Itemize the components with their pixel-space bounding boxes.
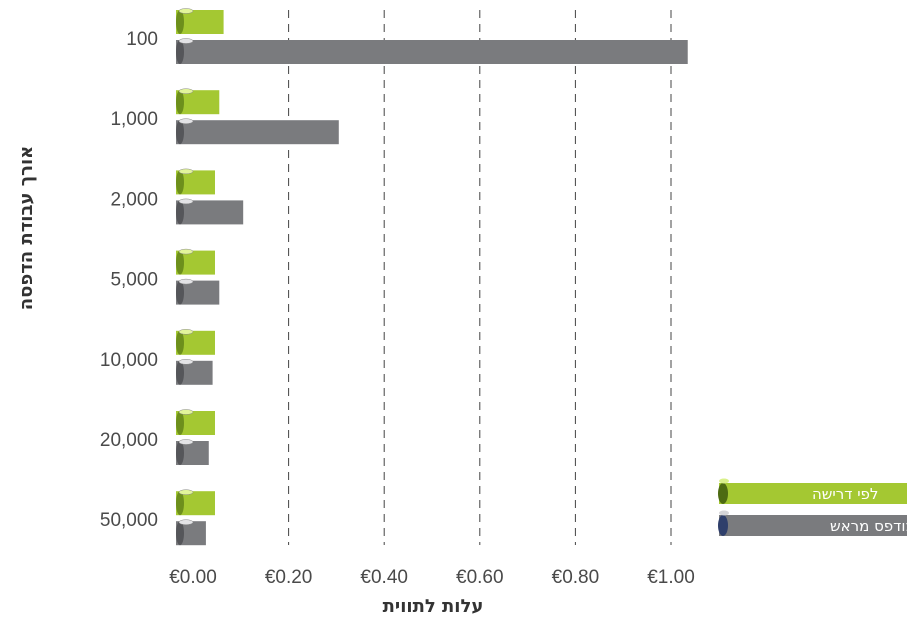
x-tick-label: €0.40: [360, 567, 408, 588]
y-tick-label: 1,000: [110, 109, 158, 130]
legend-label-on-demand: לפי דרישה: [812, 485, 878, 503]
legend-roll-top-preprinted: [719, 510, 729, 516]
bar-roll-cap: [176, 250, 184, 275]
legend-roll-cap-on-demand: [718, 483, 728, 504]
bar-roll-top: [178, 248, 194, 255]
bar-on-demand: [176, 329, 215, 355]
bar-roll-top: [178, 409, 194, 415]
bar-body: [176, 200, 244, 225]
y-tick-label: 5,000: [110, 270, 158, 291]
bar-roll-top: [178, 489, 194, 495]
bar-on-demand: [176, 88, 220, 115]
bars: [176, 8, 688, 546]
bar-roll-top: [178, 329, 194, 335]
legend: לפי דרישה מודפס מראש: [718, 478, 915, 536]
x-tick-label: €0.80: [552, 567, 600, 588]
bar-on-demand: [176, 409, 215, 435]
x-tick-label: €0.60: [456, 567, 504, 588]
bar-roll-top: [178, 168, 194, 175]
bar-on-demand: [176, 248, 215, 275]
bar-roll-top: [178, 439, 194, 445]
bar-on-demand: [176, 8, 224, 34]
y-tick-label: 20,000: [100, 430, 158, 451]
bar-roll-top: [178, 519, 194, 525]
bar-roll-top: [178, 278, 194, 285]
grid-lines: [288, 10, 672, 545]
x-tick-label: €0.20: [265, 567, 313, 588]
bar-roll-cap: [176, 360, 184, 385]
legend-roll-cap-preprinted: [718, 515, 728, 536]
legend-item-preprinted: מודפס מראש: [718, 510, 915, 536]
y-axis-title: אורך עבודת הדפסה: [16, 146, 37, 310]
bar-roll-cap: [176, 40, 184, 64]
bar-roll-cap: [176, 170, 184, 195]
bar-roll-cap: [176, 330, 184, 355]
legend-swatch-preprinted: [719, 515, 907, 536]
legend-label-preprinted: מודפס מראש: [830, 517, 915, 535]
bar-roll-top: [178, 88, 194, 94]
y-tick-label: 50,000: [100, 510, 158, 531]
bar-body: [176, 40, 688, 64]
bar-roll-top: [178, 118, 194, 124]
bar-roll-cap: [176, 280, 184, 305]
bar-roll-top: [178, 8, 194, 14]
x-tick-label: €0.00: [169, 567, 217, 588]
bar-preprinted: [176, 439, 209, 465]
bar-preprinted: [176, 278, 220, 305]
legend-roll-top-on-demand: [719, 478, 729, 484]
bar-roll-top: [178, 38, 194, 44]
y-tick-label: 10,000: [100, 350, 158, 371]
bar-roll-top: [178, 198, 194, 205]
y-tick-label: 100: [126, 29, 158, 50]
bar-preprinted: [176, 38, 688, 64]
bar-preprinted: [176, 359, 213, 385]
bar-preprinted: [176, 198, 244, 225]
bar-roll-cap: [176, 200, 184, 225]
bar-preprinted: [176, 519, 206, 546]
x-tick-labels: €0.00 €0.20 €0.40 €0.60 €0.80 €1.00: [169, 567, 695, 588]
bar-roll-top: [178, 359, 194, 365]
x-tick-label: €1.00: [647, 567, 695, 588]
bar-body: [176, 120, 339, 145]
bar-on-demand: [176, 489, 215, 516]
legend-swatch-on-demand: [719, 483, 907, 504]
bar-roll-cap: [176, 521, 184, 546]
x-axis-title: עלות לתווית: [383, 596, 484, 617]
bar-on-demand: [176, 168, 215, 195]
bar-roll-cap: [176, 10, 184, 34]
y-tick-labels: 100 1,000 2,000 5,000 10,000 20,000 50,000: [100, 29, 158, 531]
bar-roll-cap: [176, 120, 184, 145]
y-tick-label: 2,000: [110, 189, 158, 210]
bar-preprinted: [176, 118, 339, 145]
legend-item-on-demand: לפי דרישה: [718, 478, 907, 504]
bar-roll-cap: [176, 491, 184, 516]
bar-roll-cap: [176, 90, 184, 115]
bar-roll-cap: [176, 411, 184, 435]
bar-roll-cap: [176, 441, 184, 465]
